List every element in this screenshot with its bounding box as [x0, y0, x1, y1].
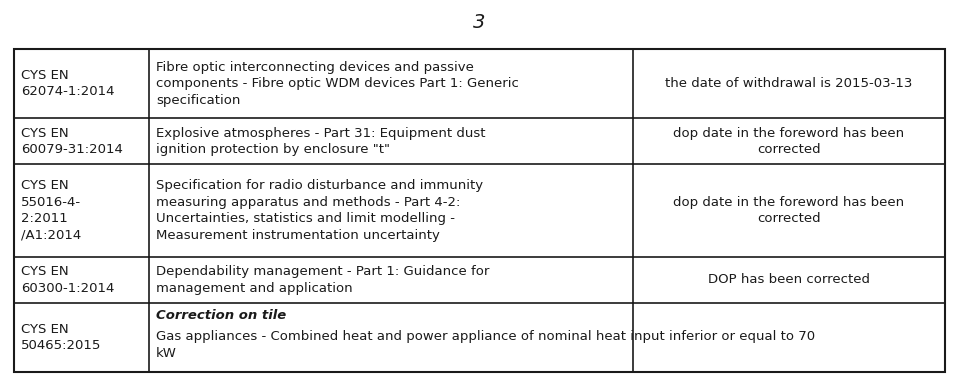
Text: Dependability management - Part 1: Guidance for
management and application: Dependability management - Part 1: Guida… [156, 265, 489, 295]
Text: CYS EN
55016-4-
2:2011
/A1:2014: CYS EN 55016-4- 2:2011 /A1:2014 [21, 179, 82, 242]
Bar [14, 49, 945, 372]
Text: dop date in the foreword has been
corrected: dop date in the foreword has been correc… [673, 126, 904, 156]
Text: dop date in the foreword has been
corrected: dop date in the foreword has been correc… [673, 196, 904, 225]
Text: Gas appliances - Combined heat and power appliance of nominal heat input inferio: Gas appliances - Combined heat and power… [156, 331, 815, 360]
Text: Explosive atmospheres - Part 31: Equipment dust
ignition protection by enclosure: Explosive atmospheres - Part 31: Equipme… [156, 126, 485, 156]
Text: 3: 3 [474, 13, 485, 32]
Text: CYS EN
60079-31:2014: CYS EN 60079-31:2014 [21, 126, 123, 156]
Text: Correction on tile: Correction on tile [156, 309, 286, 321]
Text: CYS EN
50465:2015: CYS EN 50465:2015 [21, 323, 102, 352]
Text: CYS EN
60300-1:2014: CYS EN 60300-1:2014 [21, 265, 114, 295]
Text: CYS EN
62074-1:2014: CYS EN 62074-1:2014 [21, 69, 114, 98]
Text: DOP has been corrected: DOP has been corrected [708, 273, 870, 287]
Text: the date of withdrawal is 2015-03-13: the date of withdrawal is 2015-03-13 [666, 77, 913, 90]
Text: Specification for radio disturbance and immunity
measuring apparatus and methods: Specification for radio disturbance and … [156, 179, 483, 242]
Text: Fibre optic interconnecting devices and passive
components - Fibre optic WDM dev: Fibre optic interconnecting devices and … [156, 61, 519, 106]
